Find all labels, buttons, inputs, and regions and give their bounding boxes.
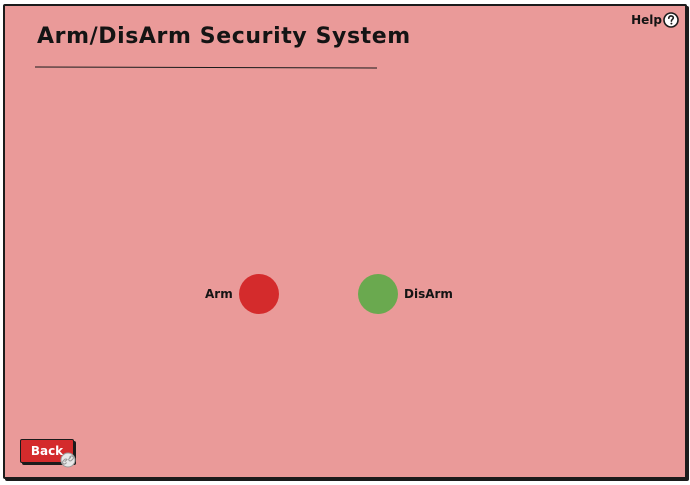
help-link[interactable]: Help	[631, 12, 679, 28]
disarm-control: DisArm	[358, 274, 453, 314]
disarm-label: DisArm	[404, 287, 453, 301]
back-button[interactable]: Back	[20, 439, 74, 463]
question-circle-icon	[663, 12, 679, 28]
page-title: Arm/DisArm Security System	[37, 24, 411, 49]
disarm-button[interactable]	[358, 274, 398, 314]
arm-control: Arm	[205, 274, 279, 314]
arm-button[interactable]	[238, 274, 279, 314]
link-icon	[60, 452, 76, 468]
app-window: Arm/DisArm Security System Help Arm DisA…	[3, 4, 687, 479]
help-label: Help	[631, 13, 662, 27]
arm-label: Arm	[205, 287, 233, 301]
title-divider	[34, 66, 378, 69]
